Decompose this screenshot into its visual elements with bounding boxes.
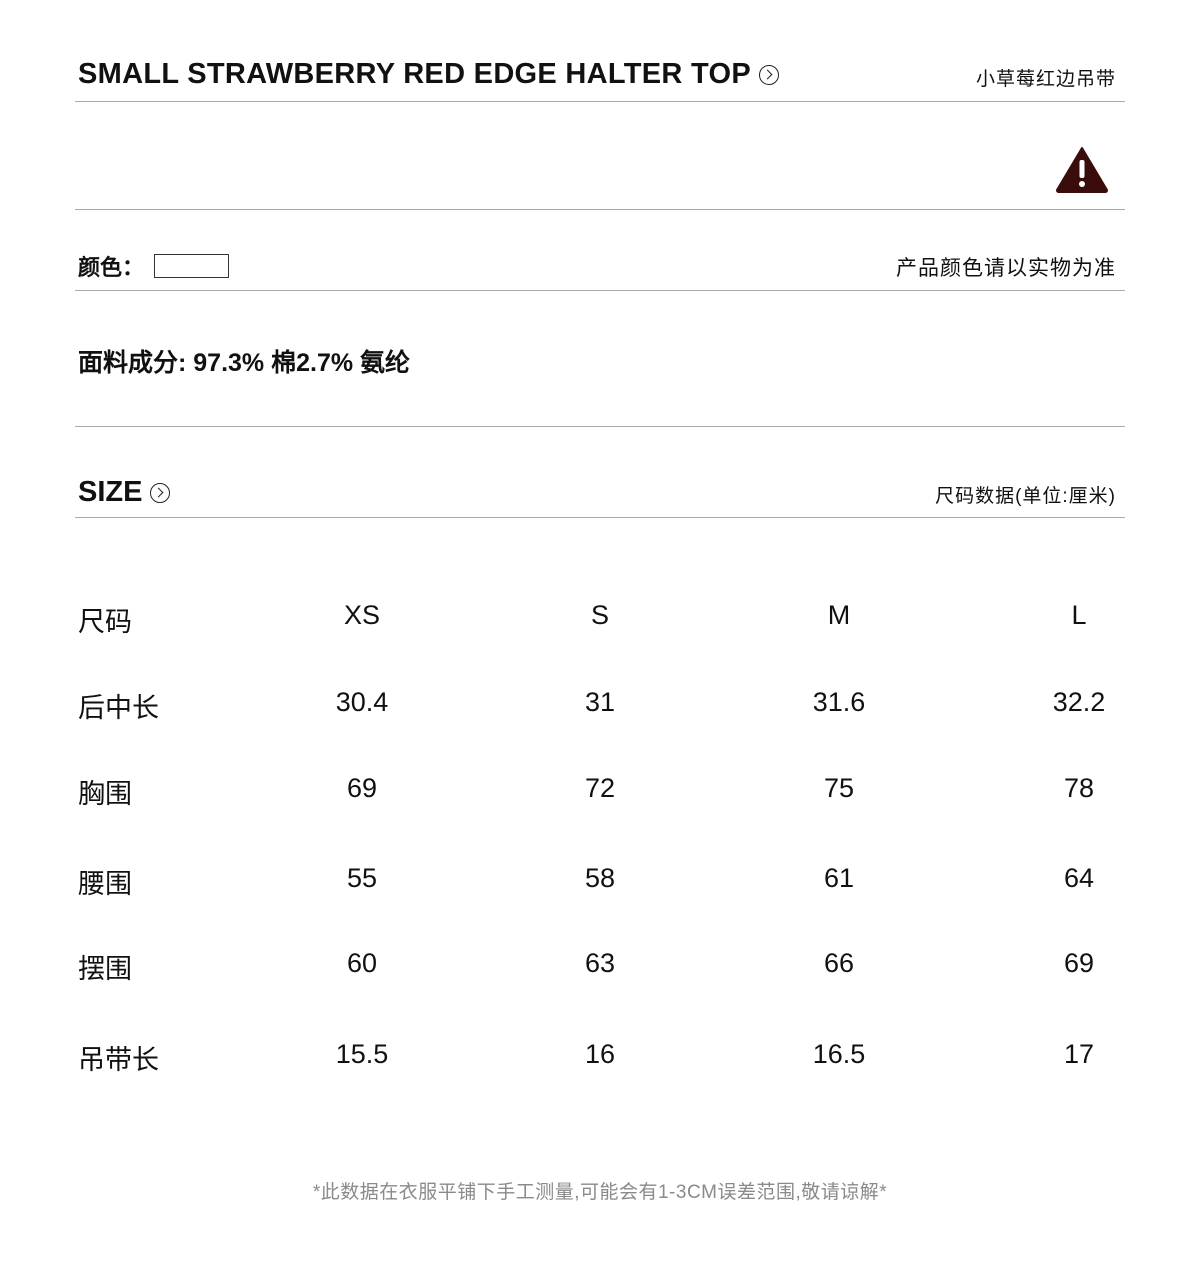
- table-cell: 66: [823, 948, 855, 978]
- column-header: L: [1071, 600, 1087, 630]
- divider: [75, 209, 1125, 210]
- table-cell: 69: [346, 773, 378, 803]
- table-cell: 60: [346, 948, 378, 978]
- table-cell: 32.2: [1052, 687, 1106, 717]
- warning-triangle-icon: [1056, 147, 1108, 193]
- product-title-text: SMALL STRAWBERRY RED EDGE HALTER TOP: [78, 58, 752, 90]
- table-cell: 31.6: [812, 687, 866, 717]
- divider: [75, 426, 1125, 427]
- table-cell: 72: [584, 773, 616, 803]
- table-cell: 55: [346, 863, 378, 893]
- table-cell: 17: [1063, 1039, 1095, 1069]
- table-cell: 58: [584, 863, 616, 893]
- chevron-right-circle-icon[interactable]: [759, 64, 780, 85]
- row-label: 后中长: [78, 693, 159, 723]
- footer-note: *此数据在衣服平铺下手工测量,可能会有1-3CM误差范围,敬请谅解*: [312, 1182, 888, 1203]
- divider: [75, 101, 1125, 102]
- row-label: 摆围: [78, 954, 132, 984]
- table-cell: 64: [1063, 863, 1095, 893]
- size-section-title: SIZE: [78, 476, 171, 509]
- size-title-text: SIZE: [78, 476, 143, 508]
- column-header: 尺码: [78, 607, 132, 637]
- table-cell: 16.5: [812, 1039, 866, 1069]
- fabric-composition: 面料成分: 97.3% 棉2.7% 氨纶: [78, 349, 411, 377]
- table-cell: 30.4: [335, 687, 389, 717]
- table-cell: 69: [1063, 948, 1095, 978]
- row-label: 腰围: [78, 869, 132, 899]
- table-cell: 31: [584, 687, 616, 717]
- column-header: M: [827, 600, 851, 630]
- color-label: 颜色：: [78, 255, 145, 280]
- product-title: SMALL STRAWBERRY RED EDGE HALTER TOP: [78, 58, 780, 91]
- table-cell: 63: [584, 948, 616, 978]
- color-note: 产品颜色请以实物为准: [896, 257, 1116, 280]
- divider: [75, 517, 1125, 518]
- color-row: 颜色：: [78, 250, 230, 282]
- divider: [75, 290, 1125, 291]
- color-swatch: [154, 254, 230, 278]
- column-header: XS: [343, 600, 381, 630]
- table-cell: 78: [1063, 773, 1095, 803]
- row-label: 吊带长: [78, 1045, 159, 1075]
- size-unit-note: 尺码数据(单位:厘米): [935, 486, 1116, 507]
- table-cell: 16: [584, 1039, 616, 1069]
- table-cell: 75: [823, 773, 855, 803]
- row-label: 胸围: [78, 779, 132, 809]
- chevron-right-circle-icon[interactable]: [150, 482, 171, 503]
- column-header: S: [590, 600, 610, 630]
- product-title-cn: 小草莓红边吊带: [975, 69, 1116, 90]
- table-cell: 61: [823, 863, 855, 893]
- table-cell: 15.5: [335, 1039, 389, 1069]
